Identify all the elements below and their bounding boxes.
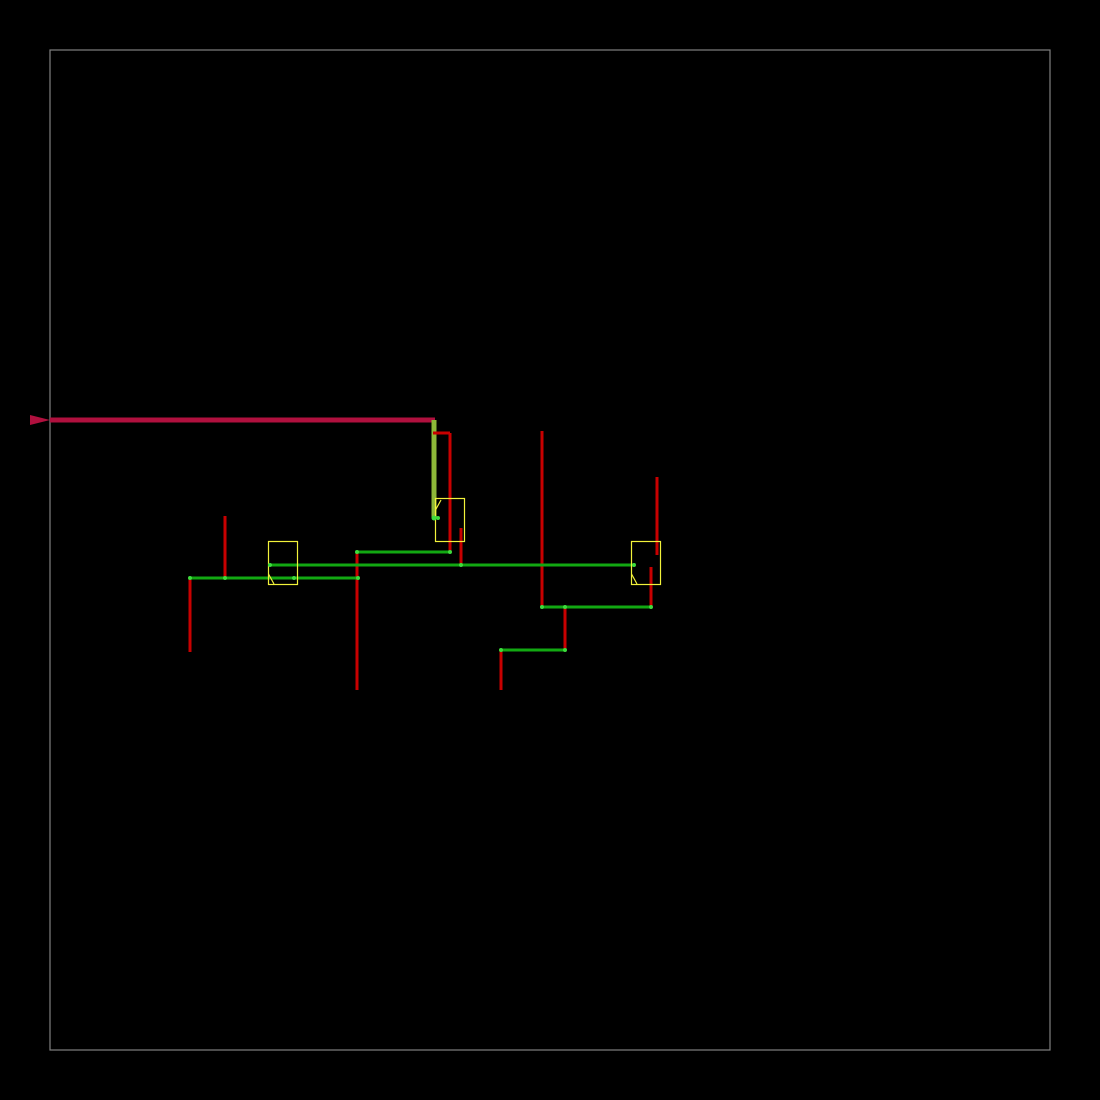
cell-outline[interactable] — [630, 540, 662, 586]
die-boundary — [49, 49, 1051, 1051]
pin-dot — [356, 576, 360, 580]
pin-dots — [188, 515, 653, 652]
pin-dot — [223, 576, 227, 580]
pin-dot — [563, 648, 567, 652]
pin-dot — [268, 563, 272, 567]
pin-dot — [448, 550, 452, 554]
vertical-wires — [188, 431, 659, 690]
cell-pin-marker — [267, 573, 275, 585]
clock-net — [30, 415, 437, 518]
clock-port-icon[interactable] — [30, 415, 50, 425]
pin-dot — [540, 605, 544, 609]
cells — [267, 497, 662, 586]
pin-dot — [355, 550, 359, 554]
pin-dot — [499, 648, 503, 652]
pin-dot — [563, 605, 567, 609]
pin-dot — [292, 576, 296, 580]
pin-dot — [431, 515, 437, 521]
cell-pin-marker — [434, 499, 442, 511]
pin-dot — [188, 576, 192, 580]
pin-dot — [436, 516, 440, 520]
pin-dot — [632, 563, 636, 567]
cell-outline[interactable] — [267, 540, 299, 586]
horizontal-wires — [190, 550, 651, 652]
pin-dot — [649, 605, 653, 609]
pin-dot — [459, 563, 463, 567]
cell-pin-marker — [630, 573, 638, 585]
